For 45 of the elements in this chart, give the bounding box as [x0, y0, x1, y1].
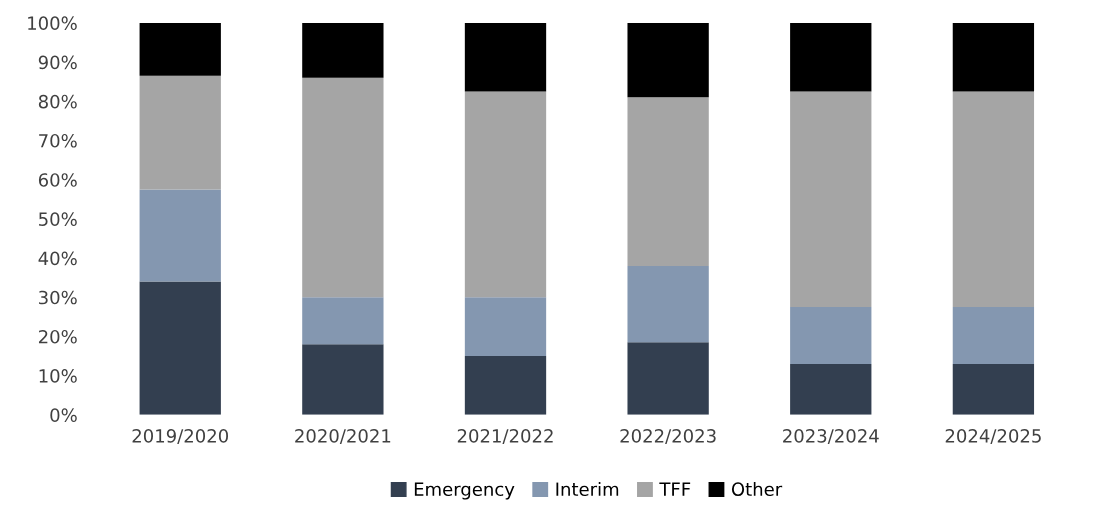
- legend-label: Emergency: [414, 482, 515, 500]
- x-tick-label: 2021/2022: [457, 429, 553, 445]
- legend-label: Interim: [556, 482, 619, 497]
- bar: [627, 342, 709, 415]
- bar: [139, 281, 221, 415]
- y-tick-label: 20%: [38, 329, 77, 344]
- bar: [464, 22, 547, 92]
- bar: [952, 307, 1035, 364]
- bar: [790, 22, 872, 92]
- bar: [627, 97, 709, 266]
- x-tick-label: 2023/2024: [783, 429, 879, 445]
- legend-label: Other: [731, 482, 783, 497]
- y-tick-label: 0%: [50, 408, 77, 422]
- y-tick-label: 50%: [39, 212, 77, 226]
- bar: [952, 91, 1035, 308]
- bar: [464, 356, 547, 415]
- bar: [302, 297, 384, 345]
- y-tick-label: 10%: [39, 369, 77, 383]
- bar: [790, 91, 872, 308]
- bar: [627, 265, 709, 343]
- y-tick-label: 100%: [28, 16, 77, 31]
- bar: [790, 307, 872, 364]
- y-tick-label: 30%: [39, 290, 77, 305]
- bar: [464, 91, 547, 298]
- legend-label: TFF: [659, 482, 691, 496]
- bar: [139, 189, 221, 282]
- bar: [139, 75, 221, 190]
- bar: [302, 77, 384, 298]
- y-tick-label: 40%: [38, 251, 77, 266]
- bar: [464, 297, 547, 357]
- y-tick-label: 60%: [38, 173, 77, 187]
- x-tick-label: 2020/2021: [295, 429, 391, 445]
- y-tick-label: 90%: [38, 55, 77, 70]
- y-tick-label: 80%: [38, 94, 77, 109]
- y-tick-label: 70%: [39, 133, 77, 148]
- x-tick-label: 2022/2023: [620, 429, 716, 445]
- bar: [952, 22, 1035, 92]
- bar: [302, 22, 384, 78]
- bar: [302, 344, 384, 415]
- bar: [790, 363, 872, 415]
- bar: [952, 363, 1035, 415]
- bar: [627, 22, 709, 98]
- bar: [139, 22, 221, 76]
- x-tick-label: 2024/2025: [945, 429, 1041, 445]
- x-tick-label: 2019/2020: [132, 429, 229, 445]
